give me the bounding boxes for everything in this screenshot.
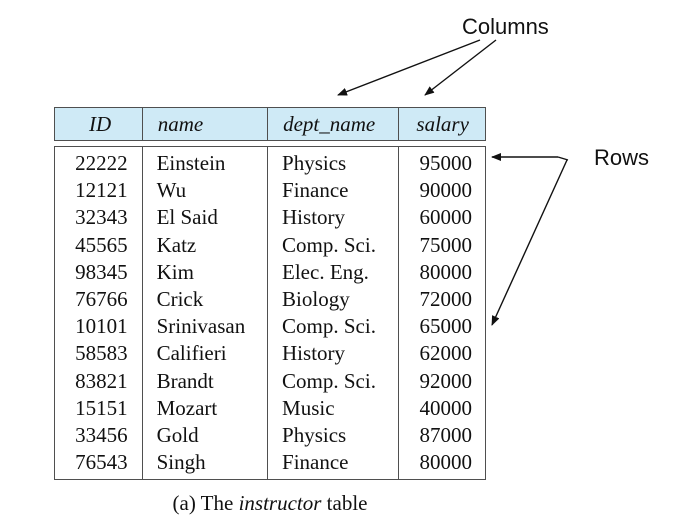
cell-salary: 80000 [419,259,473,284]
table-header-row: ID name dept_name salary [54,107,486,141]
cell-id: 45565 [75,232,128,257]
cell-dept-name: Finance [282,178,349,203]
cell-salary: 65000 [419,314,473,339]
cell-name: Singh [156,450,206,475]
cell-name: Mozart [156,395,218,420]
cell-name: Kim [156,259,194,284]
cell-dept-name: Physics [282,151,347,175]
cell-dept-name: Biology [282,286,350,311]
cell-name: El Said [156,205,218,230]
cell-salary: 90000 [419,178,473,203]
cell-id: 32343 [75,205,128,230]
caption-suffix: table [321,491,368,515]
cell-id: 58583 [75,341,128,366]
cell-dept-name: Music [282,395,335,420]
cell-id: 22222 [75,151,128,175]
cell-name: Brandt [156,368,214,393]
rows-arrow-connector [557,156,569,161]
table-caption: (a) The instructor table [0,491,540,516]
header-dept-name: dept_name [268,108,400,140]
cell-salary: 80000 [419,450,473,475]
instructor-table-body: 22222 12121 32343 45565 98345 76766 10101 58583… [54,146,486,480]
cell-salary: 40000 [419,395,473,420]
header-salary: salary [416,112,469,136]
cell-id: 83821 [75,368,128,393]
cell-id: 76543 [75,450,128,475]
cell-name: Srinivasan [156,314,246,339]
cell-id: 10101 [75,314,128,339]
cell-name: Einstein [156,151,226,175]
cell-dept-name: Comp. Sci. [282,314,376,339]
cell-name: Wu [156,178,187,203]
cell-name: Gold [156,422,199,447]
column-dept-name: Physics Finance History Comp. Sci. Elec. Eng… [268,147,400,479]
header-id: ID [55,108,143,140]
column-name: Einstein Wu El Said Katz Kim Crick Srinivasan C… [143,147,269,479]
caption-prefix: (a) The [172,491,239,515]
cell-id: 15151 [75,395,128,420]
cell-id: 12121 [75,178,128,203]
cell-dept-name: History [282,205,346,230]
cell-salary: 62000 [419,341,473,366]
header-name: name [143,108,269,140]
column-id: 22222 12121 32343 45565 98345 76766 10101 58583… [55,147,143,479]
cell-dept-name: Elec. Eng. [282,259,369,284]
cell-salary: 75000 [419,232,473,257]
cell-salary: 92000 [419,368,473,393]
cell-id: 33456 [75,422,128,447]
rows-annotation-label: Rows [594,145,650,170]
cell-salary: 72000 [419,286,473,311]
cell-salary: 60000 [419,205,473,230]
cell-name: Crick [156,286,204,311]
columns-arrow-to-dept-name [337,39,481,96]
cell-dept-name: Physics [282,422,347,447]
cell-dept-name: History [282,341,346,366]
column-salary: 95000 90000 60000 75000 80000 72000 65000 62000… [399,147,485,479]
rows-arrow-to-middle-row [491,159,568,326]
cell-dept-name: Comp. Sci. [282,232,376,257]
cell-dept-name: Comp. Sci. [282,368,376,393]
caption-italic: instructor [238,491,322,515]
cell-name: Califieri [156,341,227,366]
cell-id: 98345 [75,259,128,284]
cell-salary: 95000 [419,151,473,175]
cell-id: 76766 [75,286,128,311]
cell-salary: 87000 [419,422,473,447]
columns-annotation-label: Columns [462,14,549,39]
cell-name: Katz [156,232,197,257]
columns-arrow-to-salary [424,39,497,96]
cell-dept-name: Finance [282,450,349,475]
